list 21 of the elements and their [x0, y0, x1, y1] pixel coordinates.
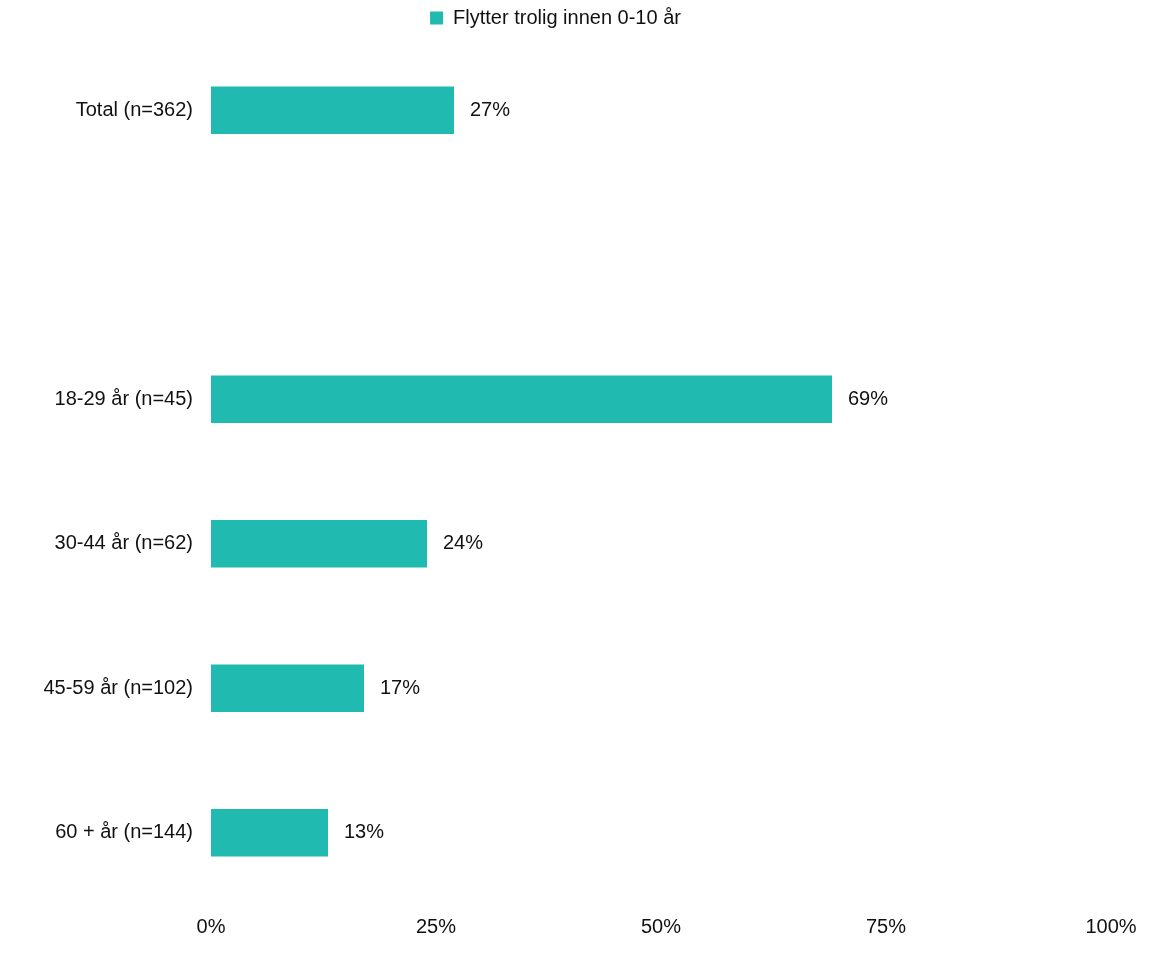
data-label: 17% — [380, 675, 421, 698]
bar — [211, 808, 328, 857]
data-label: 27% — [470, 97, 511, 120]
y-tick-label: 60 + år (n=144) — [55, 820, 193, 843]
bar — [211, 375, 832, 424]
x-tick-label: 50% — [640, 914, 682, 937]
data-label: 13% — [344, 820, 385, 843]
x-tick-label: 25% — [415, 914, 457, 937]
x-tick-label: 0% — [196, 914, 226, 937]
y-tick-label: 18-29 år (n=45) — [54, 386, 193, 409]
bar — [211, 519, 427, 568]
y-tick-label: 45-59 år (n=102) — [43, 675, 193, 698]
y-tick-label: Total (n=362) — [75, 97, 193, 120]
legend-label: Flytter trolig innen 0-10 år — [453, 5, 682, 28]
y-tick-label: 30-44 år (n=62) — [54, 531, 193, 554]
x-tick-label: 75% — [865, 914, 907, 937]
data-label: 24% — [443, 531, 484, 554]
bar — [211, 664, 364, 713]
x-tick-label: 100% — [1085, 914, 1137, 937]
bar — [211, 86, 454, 135]
data-label: 69% — [848, 386, 889, 409]
